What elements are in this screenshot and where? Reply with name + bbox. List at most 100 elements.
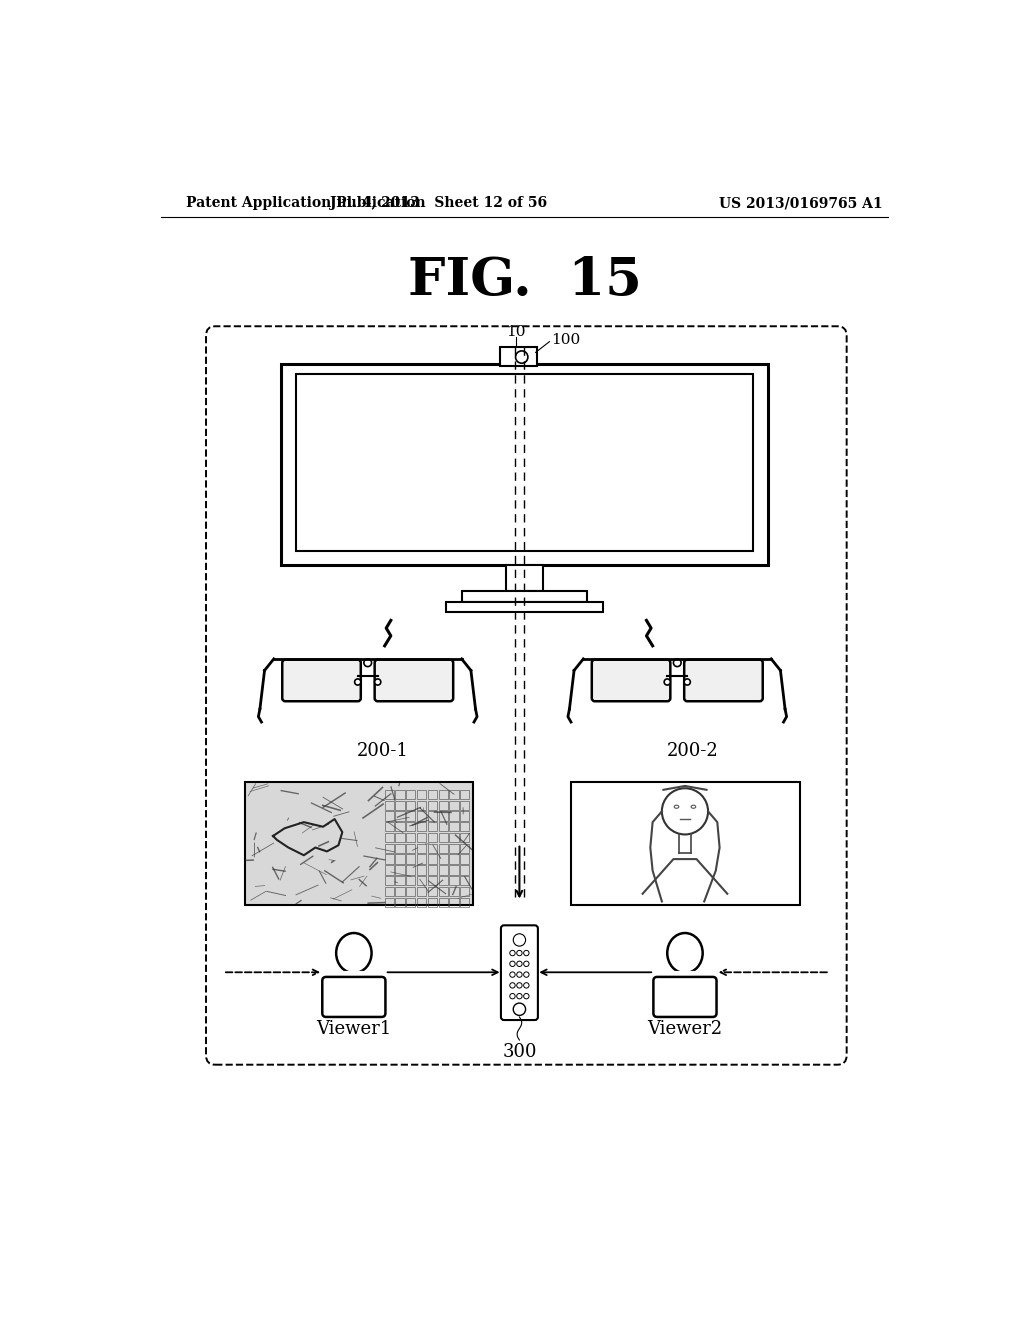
Bar [460, 843, 469, 853]
Bar [417, 843, 426, 853]
Circle shape [364, 659, 372, 667]
Circle shape [523, 982, 529, 989]
Bar [460, 822, 469, 832]
Bar [385, 898, 394, 907]
Bar [506, 565, 544, 591]
Ellipse shape [668, 933, 702, 973]
FancyBboxPatch shape [375, 660, 454, 701]
Bar [395, 887, 404, 896]
Circle shape [674, 659, 681, 667]
Text: FIG.  15: FIG. 15 [408, 255, 642, 305]
Text: US 2013/0169765 A1: US 2013/0169765 A1 [719, 197, 883, 210]
Bar [417, 822, 426, 832]
Bar [417, 812, 426, 821]
Bar [571, 781, 800, 906]
Bar [417, 876, 426, 886]
Bar [407, 822, 416, 832]
Bar [417, 789, 426, 799]
Bar [428, 812, 437, 821]
Bar [460, 812, 469, 821]
Bar [460, 898, 469, 907]
Bar [460, 887, 469, 896]
Bar [385, 812, 394, 821]
Circle shape [513, 933, 525, 946]
FancyBboxPatch shape [323, 977, 385, 1016]
Ellipse shape [691, 805, 695, 808]
Bar [395, 822, 404, 832]
Circle shape [513, 1003, 525, 1015]
Bar [428, 854, 437, 863]
Bar [462, 591, 587, 602]
Bar [438, 800, 447, 810]
Circle shape [517, 972, 522, 977]
Text: Viewer2: Viewer2 [647, 1019, 723, 1038]
Circle shape [517, 961, 522, 966]
Bar [407, 876, 416, 886]
Circle shape [662, 788, 708, 834]
Circle shape [510, 994, 515, 999]
Bar [417, 800, 426, 810]
Circle shape [523, 972, 529, 977]
Bar [407, 887, 416, 896]
Ellipse shape [336, 933, 372, 973]
Text: 200-1: 200-1 [357, 742, 409, 760]
Bar [395, 866, 404, 875]
Bar [417, 854, 426, 863]
Bar [450, 866, 459, 875]
Bar [395, 876, 404, 886]
Bar [395, 833, 404, 842]
Bar [460, 833, 469, 842]
Circle shape [523, 994, 529, 999]
Bar [450, 833, 459, 842]
Bar [385, 843, 394, 853]
Bar [428, 898, 437, 907]
Bar [385, 789, 394, 799]
Bar [417, 887, 426, 896]
Circle shape [523, 950, 529, 956]
Bar [245, 781, 473, 906]
Bar [385, 854, 394, 863]
Bar [438, 843, 447, 853]
Bar [385, 833, 394, 842]
Bar [407, 812, 416, 821]
Bar [428, 800, 437, 810]
Circle shape [354, 678, 360, 685]
Text: Viewer1: Viewer1 [316, 1019, 391, 1038]
Circle shape [510, 950, 515, 956]
Bar [450, 822, 459, 832]
Bar [460, 789, 469, 799]
Bar [438, 866, 447, 875]
Bar [450, 876, 459, 886]
Bar [450, 843, 459, 853]
Bar [395, 812, 404, 821]
Bar [460, 876, 469, 886]
Circle shape [517, 994, 522, 999]
Circle shape [510, 961, 515, 966]
Text: Patent Application Publication: Patent Application Publication [186, 197, 426, 210]
Bar [450, 887, 459, 896]
Bar [417, 833, 426, 842]
Circle shape [375, 678, 381, 685]
Bar [395, 800, 404, 810]
Bar [438, 822, 447, 832]
Bar [500, 347, 538, 367]
Text: Jul. 4, 2013   Sheet 12 of 56: Jul. 4, 2013 Sheet 12 of 56 [330, 197, 547, 210]
Bar [438, 789, 447, 799]
Bar [450, 812, 459, 821]
Text: 200-2: 200-2 [667, 742, 719, 760]
Bar [395, 843, 404, 853]
Bar [417, 898, 426, 907]
Bar [407, 800, 416, 810]
Bar [385, 800, 394, 810]
Bar [438, 833, 447, 842]
Bar [385, 887, 394, 896]
Bar [385, 866, 394, 875]
Bar [460, 866, 469, 875]
Bar [407, 833, 416, 842]
Bar [450, 800, 459, 810]
Bar [407, 843, 416, 853]
Bar [450, 789, 459, 799]
FancyBboxPatch shape [283, 660, 360, 701]
Circle shape [510, 982, 515, 989]
Bar [450, 898, 459, 907]
